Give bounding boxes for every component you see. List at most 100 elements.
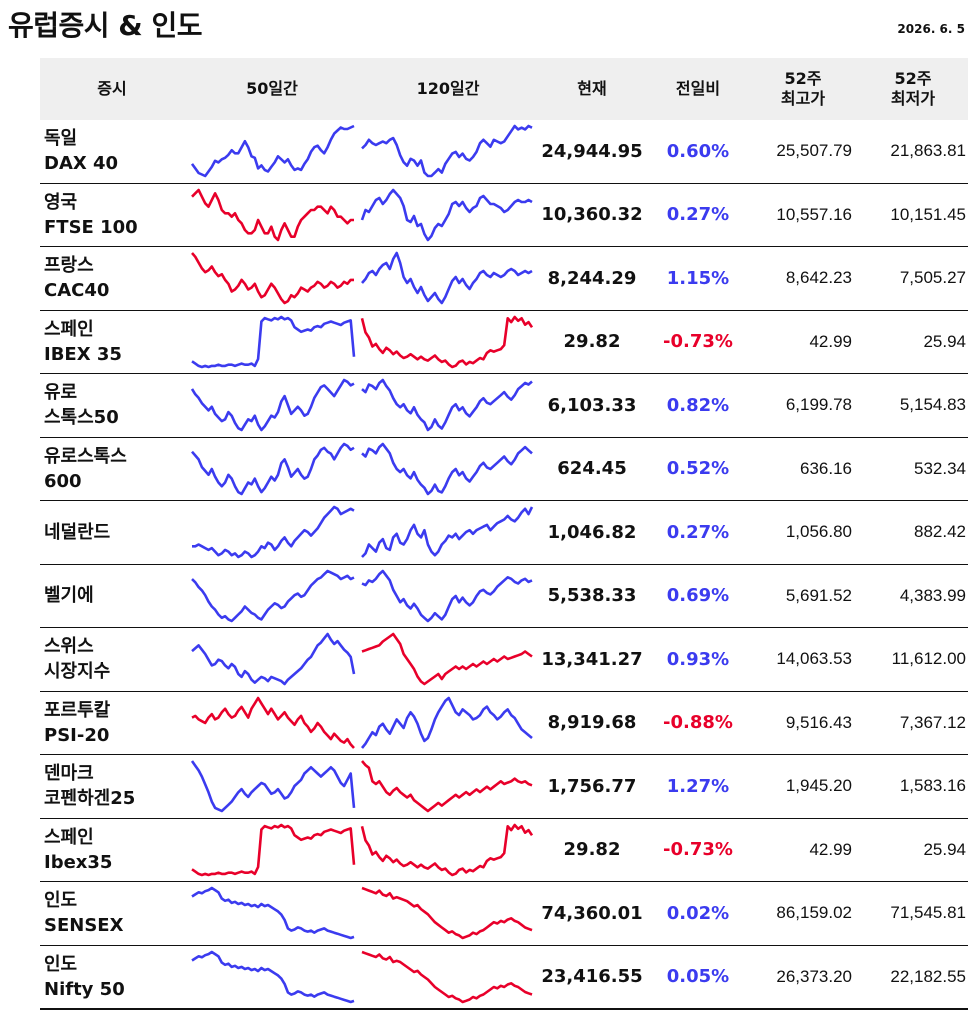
sparkline-120d-cell [360, 564, 536, 628]
table-row[interactable]: 스페인 IBEX 35 29.82 -0.73% 42.99 25.94 [40, 310, 968, 374]
52w-low-value: 71,545.81 [858, 881, 968, 946]
52w-high-value: 636.16 [748, 437, 858, 501]
sparkline-series [191, 950, 355, 1004]
index-name-line1: 포르투칼 [44, 699, 111, 721]
table-row[interactable]: 덴마크 코펜하겐25 1,756.77 1.27% 1,945.20 1,583.16 [40, 754, 968, 819]
index-name-line2: 스톡스50 [44, 407, 119, 429]
current-value: 8,244.29 [536, 246, 648, 311]
sparkline-50d [191, 315, 356, 369]
index-name-line1: 유로스톡스 [44, 445, 127, 467]
table-row[interactable]: 프랑스 CAC40 8,244.29 1.15% 8,642.23 7,505.27 [40, 246, 968, 311]
sparkline-120d [360, 823, 534, 877]
52w-high-value: 42.99 [748, 818, 858, 882]
52w-low-value: 7,367.12 [858, 691, 968, 755]
52w-high-value: 9,516.43 [748, 691, 858, 755]
table-row[interactable]: 포르투칼 PSI-20 8,919.68 -0.88% 9,516.43 7,367.12 [40, 691, 968, 755]
index-name-line1: 스페인 [44, 318, 94, 340]
daily-change: -0.73% [648, 818, 748, 882]
index-table: 증시 50일간 120일간 현재 전일비 52주 최고가 52주 최저가 독일 D… [40, 58, 968, 1010]
index-name-line1: 벨기에 [44, 585, 94, 607]
52w-high-value: 8,642.23 [748, 246, 858, 311]
52w-low-value: 22,182.55 [858, 945, 968, 1010]
index-name-line1: 영국 [44, 191, 78, 213]
sparkline-series [361, 378, 533, 432]
sparkline-120d-cell [360, 945, 536, 1010]
sparkline-50d-cell [184, 754, 360, 819]
sparkline-series [360, 315, 534, 369]
col-header-52w-high[interactable]: 52주 최고가 [748, 58, 858, 120]
sparkline-series [191, 569, 355, 623]
sparkline-50d [191, 950, 355, 1004]
52w-low-value: 25.94 [858, 310, 968, 374]
sparkline-series [361, 569, 533, 623]
52w-low-value: 5,154.83 [858, 373, 968, 438]
col-header-50d[interactable]: 50일간 [184, 58, 360, 120]
table-row[interactable]: 벨기에 5,538.33 0.69% 5,691.52 4,383.99 [40, 564, 968, 628]
table-row[interactable]: 인도 SENSEX 74,360.01 0.02% 86,159.02 71,545.81 [40, 881, 968, 946]
sparkline-series [190, 125, 355, 178]
index-name: 유로스톡스 600 [40, 437, 184, 501]
col-header-52w-high-line1: 52주 [784, 69, 822, 88]
col-header-index[interactable]: 증시 [40, 58, 184, 120]
sparkline-120d-cell [360, 183, 536, 247]
index-name-line2: DAX 40 [44, 153, 119, 175]
sparkline-50d [190, 125, 355, 178]
sparkline-120d [361, 124, 533, 178]
sparkline-series [191, 886, 355, 940]
sparkline-series [191, 188, 354, 242]
sparkline-120d-cell [360, 246, 536, 311]
table-row[interactable]: 유로스톡스 600 624.45 0.52% 636.16 532.34 [40, 437, 968, 501]
sparkline-series [192, 505, 355, 559]
table-row[interactable]: 스위스 시장지수 13,341.27 0.93% 14,063.53 11,612.00 [40, 627, 968, 692]
index-name-line1: 인도 [44, 890, 78, 912]
sparkline-50d-cell [184, 183, 360, 247]
index-name-line2: CAC40 [44, 280, 110, 302]
index-name-line1: 스페인 [44, 826, 94, 848]
index-name-line1: 독일 [44, 128, 78, 150]
daily-change: 0.60% [648, 120, 748, 184]
sparkline-series [360, 188, 533, 242]
table-row[interactable]: 영국 FTSE 100 10,360.32 0.27% 10,557.16 10,151.… [40, 183, 968, 247]
index-name: 영국 FTSE 100 [40, 183, 184, 247]
52w-high-value: 1,056.80 [748, 500, 858, 565]
daily-change: 0.27% [648, 500, 748, 565]
current-value: 29.82 [536, 818, 648, 882]
index-name-line2: 코펜하겐25 [44, 788, 136, 810]
daily-change: 1.15% [648, 246, 748, 311]
col-header-52w-low[interactable]: 52주 최저가 [858, 58, 968, 120]
col-header-current[interactable]: 현재 [536, 58, 648, 120]
sparkline-120d-cell [360, 881, 536, 946]
index-name: 인도 Nifty 50 [40, 945, 184, 1010]
sparkline-50d [191, 632, 356, 686]
col-header-120d[interactable]: 120일간 [360, 58, 536, 120]
52w-low-value: 4,383.99 [858, 564, 968, 628]
index-name-line1: 인도 [44, 953, 78, 975]
sparkline-50d-cell [184, 373, 360, 438]
sparkline-50d [190, 760, 356, 813]
table-row[interactable]: 스페인 Ibex35 29.82 -0.73% 42.99 25.94 [40, 818, 968, 882]
index-name-line1: 네덜란드 [44, 521, 111, 543]
sparkline-series [361, 887, 533, 940]
table-row[interactable]: 네덜란드 1,046.82 0.27% 1,056.80 882.42 [40, 500, 968, 565]
index-name-line2: FTSE 100 [44, 216, 138, 238]
sparkline-series [361, 506, 534, 559]
52w-low-value: 11,612.00 [858, 627, 968, 692]
daily-change: 0.93% [648, 627, 748, 692]
col-header-change[interactable]: 전일비 [648, 58, 748, 120]
table-row[interactable]: 독일 DAX 40 24,944.95 0.60% 25,507.79 21,863.81 [40, 120, 968, 184]
sparkline-50d [191, 823, 356, 877]
sparkline-50d-cell [184, 818, 360, 882]
table-header-row: 증시 50일간 120일간 현재 전일비 52주 최고가 52주 최저가 [40, 58, 968, 120]
52w-high-value: 26,373.20 [748, 945, 858, 1010]
current-value: 8,919.68 [536, 691, 648, 755]
table-row[interactable]: 인도 Nifty 50 23,416.55 0.05% 26,373.20 22,182.… [40, 945, 968, 1010]
table-row[interactable]: 유로 스톡스50 6,103.33 0.82% 6,199.78 5,154.83 [40, 373, 968, 438]
52w-high-value: 10,557.16 [748, 183, 858, 247]
index-name-line2: SENSEX [44, 915, 124, 937]
sparkline-120d [361, 760, 533, 813]
sparkline-120d-cell [360, 627, 536, 692]
current-value: 624.45 [536, 437, 648, 501]
daily-change: 0.05% [648, 945, 748, 1010]
index-name-line1: 프랑스 [44, 255, 94, 277]
index-name-line2: 600 [44, 470, 82, 492]
